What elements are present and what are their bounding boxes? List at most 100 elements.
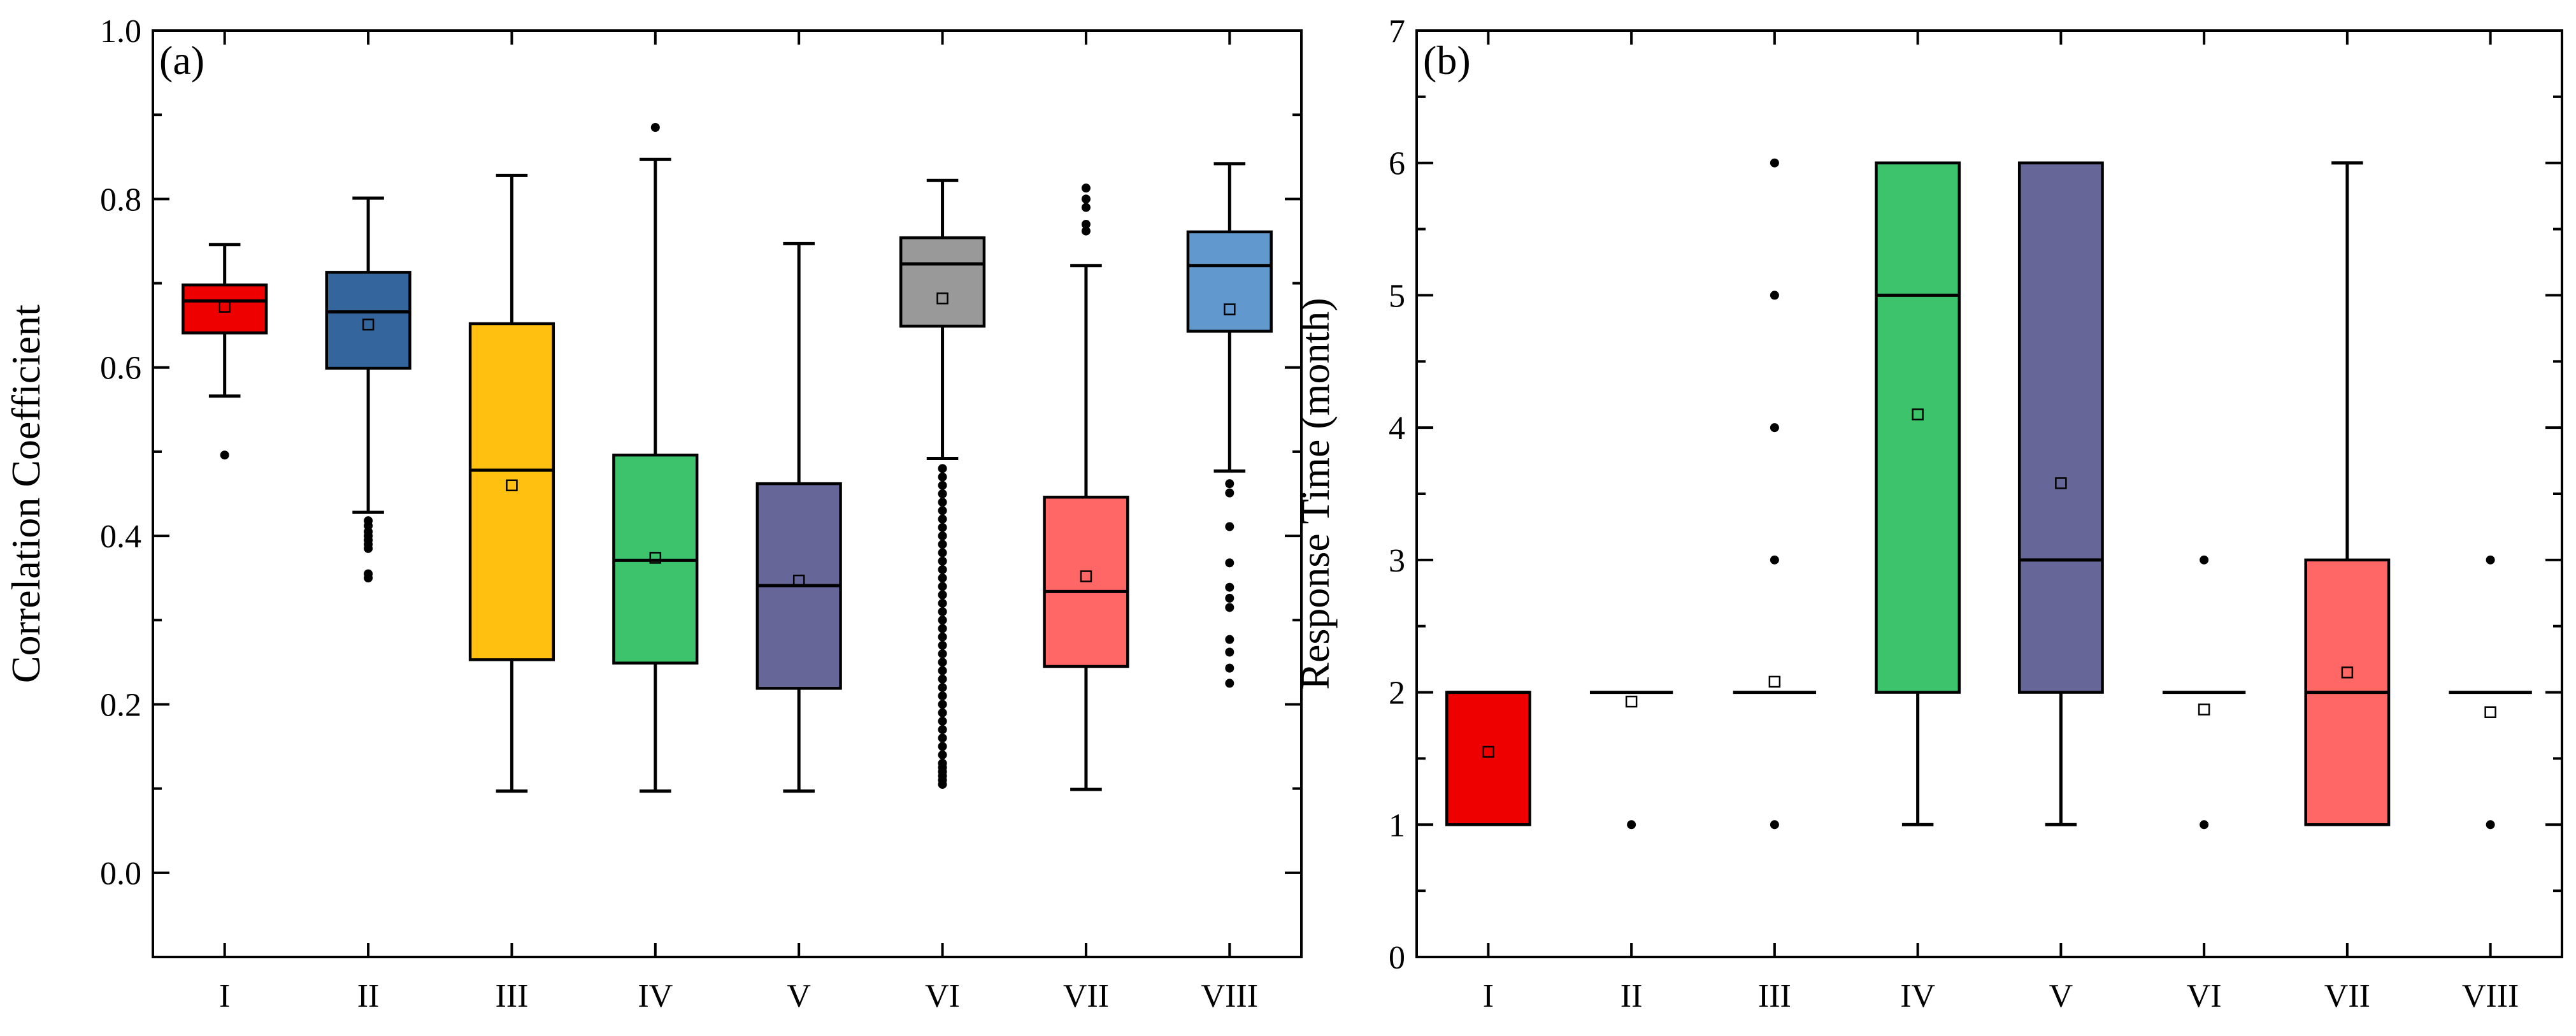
outlier-point [938,498,947,507]
outlier-point [938,615,947,625]
outlier-point [1770,291,1779,300]
x-tick-label-vii: VII [1063,978,1109,1014]
x-tick-label-iii: III [495,978,528,1014]
panel-label: (a) [159,38,204,83]
outlier-point [2200,820,2209,830]
box-group-v [2017,161,2104,826]
mean-marker [362,319,375,331]
outlier-point [650,123,660,133]
outlier-point [938,624,947,633]
box-group-iv [1875,161,1961,826]
outlier-point [938,480,947,490]
outlier-point [1225,558,1234,568]
outlier-point [2486,820,2495,830]
x-tick-label-v: V [787,978,811,1014]
mean-marker [2484,706,2496,718]
mean-marker [2341,666,2354,679]
y-axis-label: Response Time (month) [1292,298,1338,689]
mean-marker [1768,675,1781,688]
box-group-iv [612,123,699,793]
box-v [2017,161,2104,694]
box-i [1445,691,1531,826]
outlier-point [1225,593,1234,603]
box-group-viii [1186,162,1273,688]
y-tick-label: 0.2 [100,687,141,723]
outlier-point [2200,555,2209,565]
box-ii [325,271,411,370]
outlier-point [1225,635,1234,644]
outlier-point [938,691,947,701]
mean-marker [1482,745,1494,758]
outlier-point [1770,158,1779,168]
box-group-vi [899,178,986,789]
box-group-i [182,243,268,460]
outlier-point [938,514,947,524]
box-group-vi [2162,555,2246,830]
y-tick-label: 0.8 [100,182,141,218]
outlier-point [220,450,229,460]
outlier-point [1627,820,1636,830]
outlier-point [938,598,947,608]
box-group-ii [325,196,411,583]
x-tick-label-vii: VII [2324,978,2370,1014]
outlier-point [938,758,947,768]
mean-marker [792,574,805,587]
box-group-iii [1733,158,1817,830]
box-group-vii [1043,183,1129,791]
y-tick-label: 3 [1389,543,1405,579]
outlier-point [938,582,947,591]
mean-marker [2055,477,2067,489]
x-tick-label-viii: VIII [2462,978,2519,1014]
outlier-point [1081,194,1091,204]
outlier-point [938,522,947,532]
y-tick-label: 0 [1389,940,1405,976]
outlier-point [938,506,947,515]
outlier-point [1770,820,1779,830]
mean-marker [2198,703,2210,716]
outlier-point [938,573,947,583]
outlier-point [938,531,947,541]
outlier-point [1225,479,1234,489]
mean-marker [1625,695,1638,708]
outlier-point [364,569,373,579]
y-tick-label: 5 [1389,278,1405,314]
y-tick-label: 0.6 [100,350,141,387]
outlier-point [1081,220,1091,229]
panel-label: (b) [1423,38,1471,83]
outlier-point [938,556,947,566]
outlier-point [938,716,947,726]
box-i [182,283,268,335]
x-tick-label-v: V [2049,978,2073,1014]
outlier-point [1081,226,1091,236]
y-tick-label: 6 [1389,146,1405,182]
box-iv [1875,161,1961,694]
outlier-point [938,489,947,498]
mean-marker [1224,303,1236,315]
box-group-v [755,241,842,793]
box-group-vii [2304,161,2391,826]
plot-frame [152,29,1303,958]
outlier-point [938,666,947,675]
outlier-point [938,733,947,743]
x-tick-label-viii: VIII [1201,978,1259,1014]
y-tick-label: 0.0 [100,856,141,892]
y-tick-label: 1 [1389,807,1405,844]
outlier-point [1770,555,1779,565]
box-iii [468,322,555,661]
outlier-point [938,640,947,650]
panel-a: 0.00.20.40.60.81.0I II III IV V VI VII VIIICorr… [3,13,1303,1014]
mean-marker [218,301,231,313]
outlier-point [1081,203,1091,212]
y-tick-label: 7 [1389,13,1405,50]
box-group-viii [2449,555,2532,830]
box-group-i [1445,691,1531,826]
outlier-point [938,607,947,617]
outlier-point [938,565,947,574]
mean-marker [1912,408,1924,421]
x-tick-label-iv: IV [638,978,673,1014]
outlier-point [938,590,947,600]
outlier-point [938,683,947,693]
outlier-point [938,708,947,717]
